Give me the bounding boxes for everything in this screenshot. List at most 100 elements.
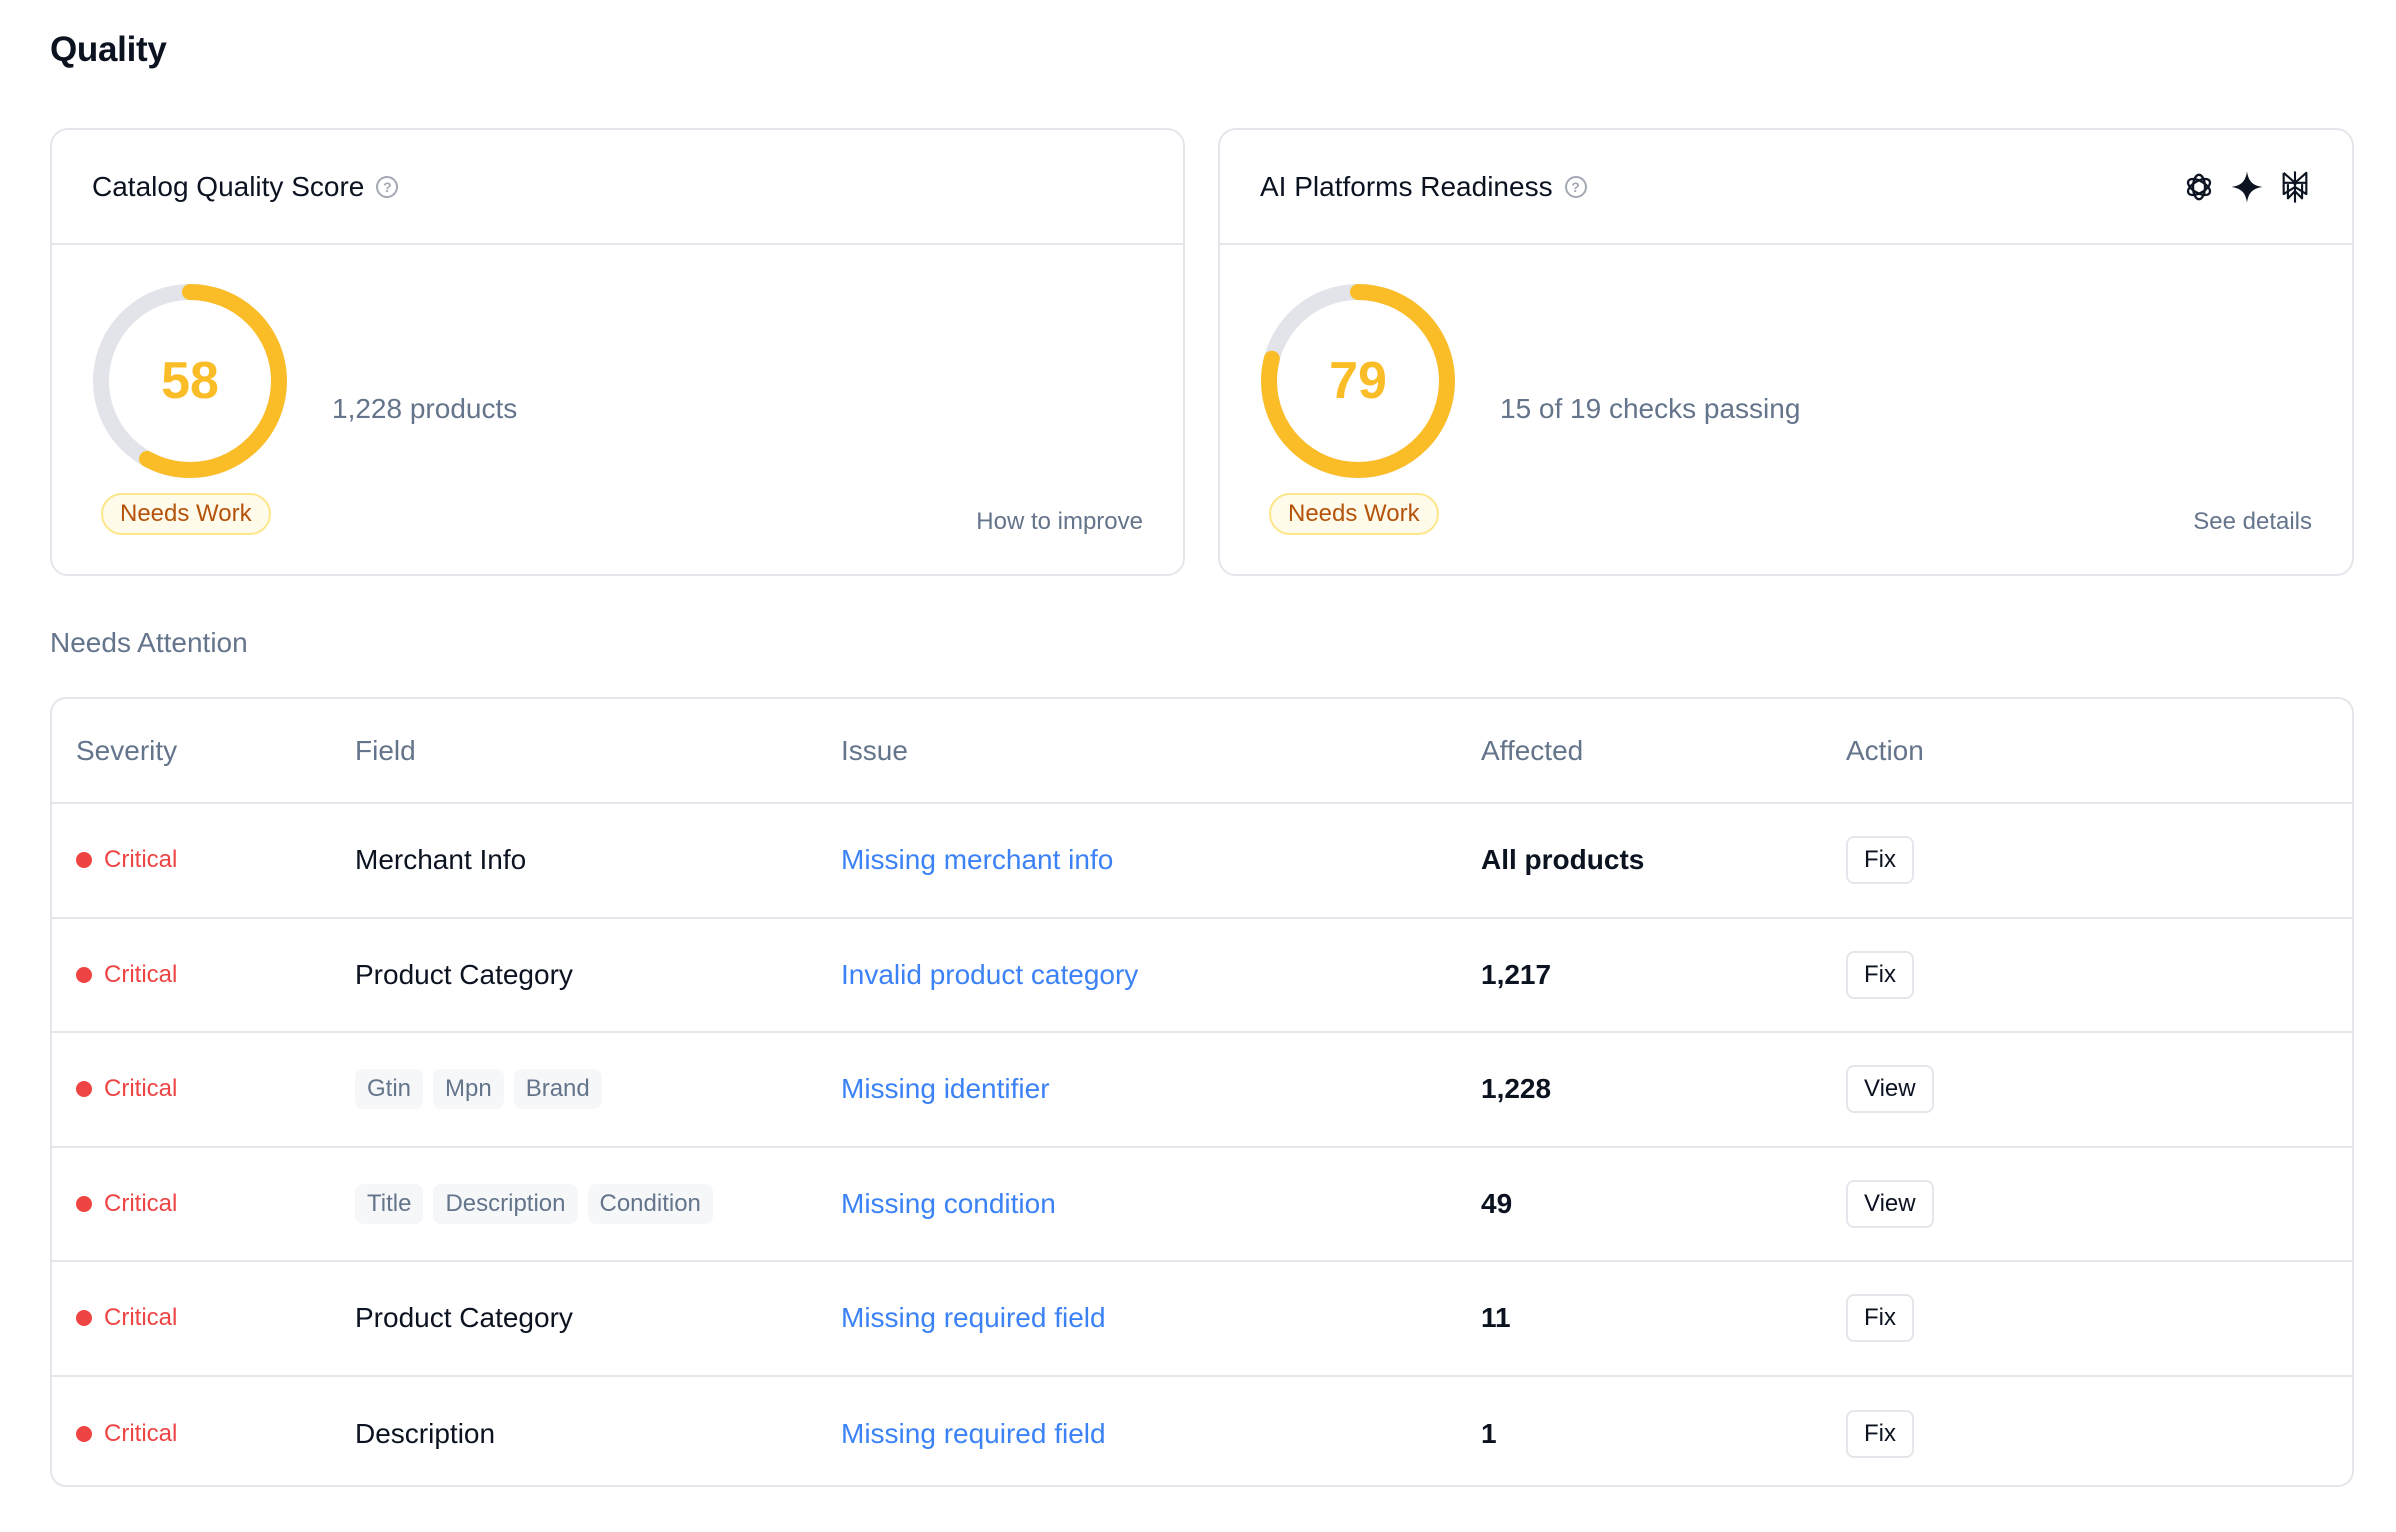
issue-link[interactable]: Invalid product category xyxy=(841,958,1139,990)
field-name: Product Category xyxy=(355,1302,573,1334)
action-cell: View xyxy=(1846,1033,1934,1146)
see-details-link[interactable]: See details xyxy=(2193,508,2312,535)
table-row: Critical Title Description Condition Missi… xyxy=(52,1148,2352,1262)
card-title: Catalog Quality Score xyxy=(92,170,365,202)
column-header-severity: Severity xyxy=(76,734,178,766)
checks-passing: 15 of 19 checks passing xyxy=(1500,393,1801,424)
fix-button[interactable]: Fix xyxy=(1846,1294,1914,1343)
column-header-field: Field xyxy=(355,734,416,766)
score-value: 79 xyxy=(1329,352,1387,410)
score-ring: 58 xyxy=(90,281,290,481)
severity-label: Critical xyxy=(104,1075,178,1103)
perplexity-icon xyxy=(2282,170,2308,203)
table-row: Critical Description Missing required fi… xyxy=(52,1377,2352,1486)
severity-label: Critical xyxy=(104,1419,178,1447)
field-cell: Description xyxy=(355,1377,496,1486)
affected-cell: 11 xyxy=(1481,1262,1511,1375)
issue-cell: Missing merchant info xyxy=(841,804,1113,917)
affected-count: 1,217 xyxy=(1481,958,1552,990)
card-body: 79 Needs Work 15 of 19 checks passing Se… xyxy=(1220,245,2352,576)
field-tag: Condition xyxy=(587,1183,713,1224)
critical-dot-icon xyxy=(76,1081,92,1098)
fix-button[interactable]: Fix xyxy=(1846,1409,1914,1458)
severity-label: Critical xyxy=(104,1304,178,1332)
card-body: 58 Needs Work 1,228 products How to impr… xyxy=(52,245,1183,576)
field-name: Description xyxy=(355,1417,496,1449)
issue-link[interactable]: Missing merchant info xyxy=(841,844,1114,876)
issue-cell: Missing identifier xyxy=(841,1033,1050,1146)
field-cell: Gtin Mpn Brand xyxy=(355,1033,612,1146)
action-cell: Fix xyxy=(1846,919,1914,1032)
how-to-improve-link[interactable]: How to improve xyxy=(976,508,1143,535)
action-cell: Fix xyxy=(1846,1262,1914,1375)
severity-label: Critical xyxy=(104,846,178,874)
fix-button[interactable]: Fix xyxy=(1846,836,1914,885)
field-tag: Description xyxy=(433,1183,578,1224)
issue-link[interactable]: Missing condition xyxy=(841,1187,1056,1219)
table-row: Critical Gtin Mpn Brand Missing identifier… xyxy=(52,1033,2352,1148)
critical-dot-icon xyxy=(76,1425,92,1442)
issue-link[interactable]: Missing required field xyxy=(841,1302,1106,1334)
action-cell: Fix xyxy=(1846,804,1914,917)
view-button[interactable]: View xyxy=(1846,1065,1934,1114)
field-cell: Product Category xyxy=(355,919,573,1032)
field-tag: Brand xyxy=(513,1069,602,1110)
issue-link[interactable]: Missing required field xyxy=(841,1417,1106,1449)
field-tag: Mpn xyxy=(433,1069,504,1110)
section-title: Needs Attention xyxy=(50,627,248,658)
question-circle-icon[interactable]: ? xyxy=(1564,175,1587,198)
view-button[interactable]: View xyxy=(1846,1179,1934,1228)
card-header: Catalog Quality Score ? xyxy=(52,130,1183,245)
critical-dot-icon xyxy=(76,1310,92,1327)
issue-cell: Missing condition xyxy=(841,1148,1056,1261)
gemini-sparkle-icon xyxy=(2231,170,2263,203)
affected-count: 1 xyxy=(1481,1417,1497,1449)
table-body: Critical Merchant Info Missing merchant … xyxy=(52,804,2352,1486)
needs-attention-table: Severity Field Issue Affected Action Cri… xyxy=(50,697,2354,1487)
severity-cell: Critical xyxy=(76,804,177,917)
affected-count: All products xyxy=(1481,844,1645,876)
affected-count: 1,228 xyxy=(1481,1073,1552,1105)
catalog-quality-card: Catalog Quality Score ? 58 Needs Work 1,… xyxy=(50,128,1185,576)
critical-dot-icon xyxy=(76,852,92,869)
critical-dot-icon xyxy=(76,966,92,983)
products-count: 1,228 products xyxy=(332,393,518,424)
progress-ring-icon xyxy=(1261,284,1455,478)
status-badge: Needs Work xyxy=(101,493,271,535)
issue-link[interactable]: Missing identifier xyxy=(841,1073,1050,1105)
page-title: Quality xyxy=(50,30,167,69)
action-cell: Fix xyxy=(1846,1377,1914,1486)
affected-cell: All products xyxy=(1481,804,1644,917)
score-value: 58 xyxy=(161,352,219,410)
table-row: Critical Merchant Info Missing merchant … xyxy=(52,804,2352,919)
affected-cell: 49 xyxy=(1481,1148,1512,1261)
affected-count: 49 xyxy=(1481,1187,1513,1219)
severity-cell: Critical xyxy=(76,919,177,1032)
field-cell: Product Category xyxy=(355,1262,573,1375)
field-tag: Title xyxy=(355,1183,424,1224)
column-header-affected: Affected xyxy=(1481,734,1584,766)
platform-icons xyxy=(2182,170,2312,204)
field-name: Merchant Info xyxy=(355,844,527,876)
affected-cell: 1 xyxy=(1481,1377,1497,1486)
column-header-issue: Issue xyxy=(841,734,908,766)
table-row: Critical Product Category Missing requir… xyxy=(52,1262,2352,1377)
status-badge: Needs Work xyxy=(1269,493,1439,535)
field-cell: Merchant Info xyxy=(355,804,526,917)
critical-dot-icon xyxy=(76,1195,92,1212)
issue-cell: Missing required field xyxy=(841,1377,1106,1486)
table-header: Severity Field Issue Affected Action xyxy=(52,699,2352,804)
issue-cell: Missing required field xyxy=(841,1262,1106,1375)
score-ring: 79 xyxy=(1258,281,1458,481)
fix-button[interactable]: Fix xyxy=(1846,950,1914,999)
field-name: Product Category xyxy=(355,958,573,990)
openai-icon xyxy=(2186,173,2212,200)
issue-cell: Invalid product category xyxy=(841,919,1138,1032)
table-row: Critical Product Category Invalid produc… xyxy=(52,919,2352,1033)
severity-label: Critical xyxy=(104,960,178,988)
progress-ring-icon xyxy=(93,284,287,478)
severity-cell: Critical xyxy=(76,1033,177,1146)
affected-cell: 1,228 xyxy=(1481,1033,1551,1146)
question-circle-icon[interactable]: ? xyxy=(376,175,399,198)
severity-label: Critical xyxy=(104,1189,178,1217)
